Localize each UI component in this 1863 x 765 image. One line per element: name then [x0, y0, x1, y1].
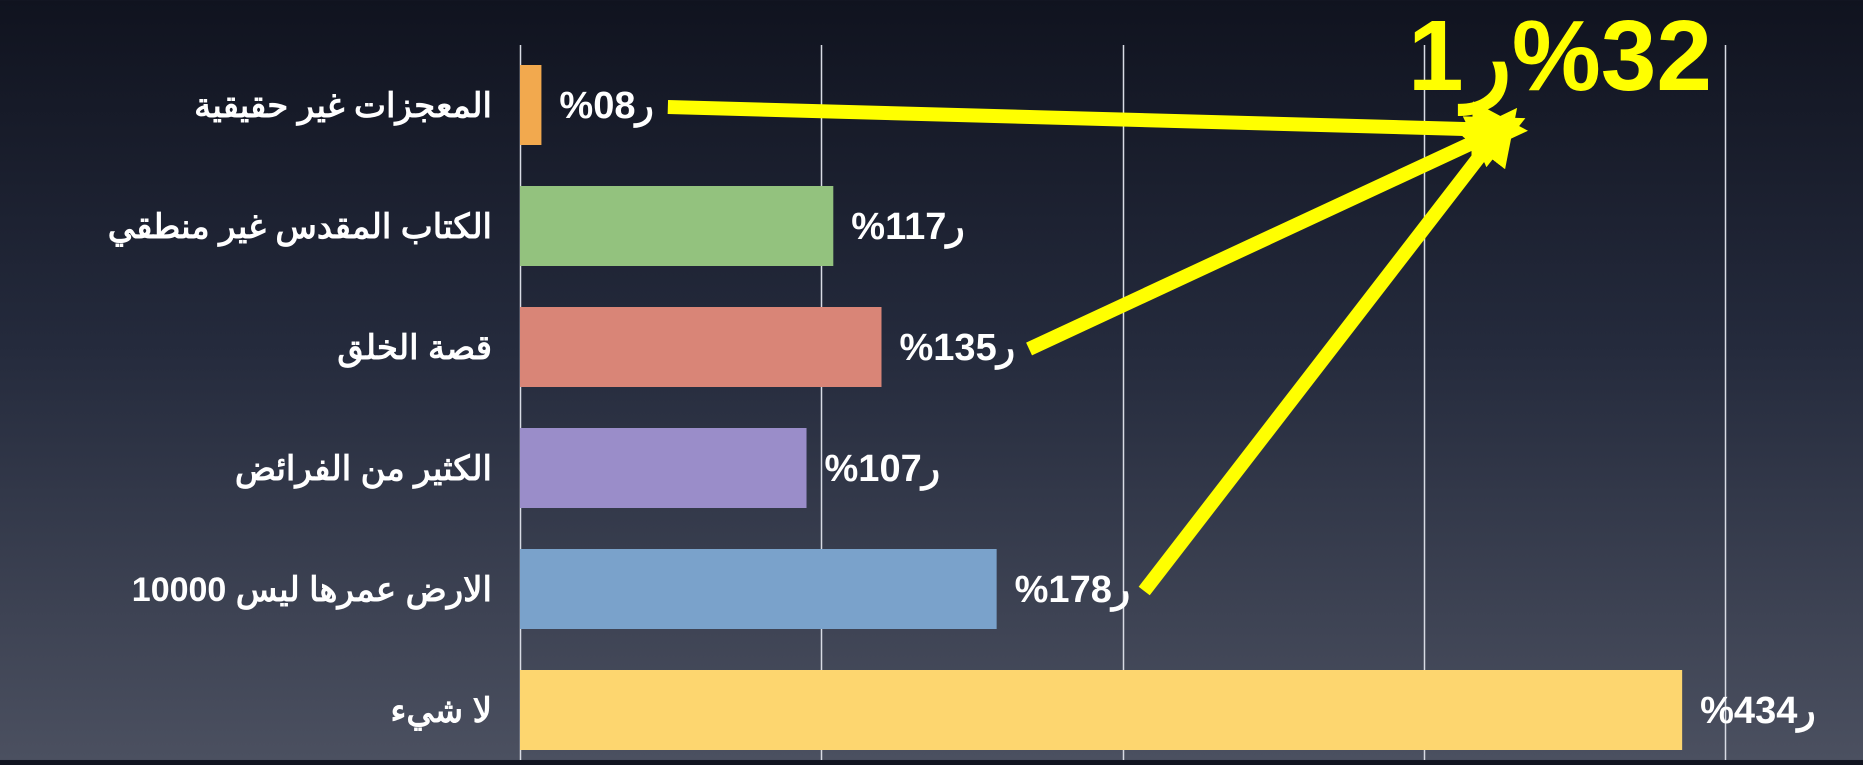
- data-label: %43ر4: [1700, 690, 1816, 733]
- data-label: %10ر7: [825, 448, 941, 491]
- annotation-arrow: [1026, 116, 1526, 356]
- bar: [520, 186, 834, 266]
- annotation-arrow: [1138, 107, 1518, 596]
- bars: [520, 65, 1683, 750]
- bar: [520, 307, 882, 387]
- data-label: %13ر5: [900, 327, 1016, 370]
- annotation-arrows: [667, 100, 1528, 596]
- category-label: الكثير من الفرائض: [235, 450, 492, 489]
- data-label: %11ر7: [851, 206, 964, 249]
- category-label: قصة الخلق: [337, 329, 492, 368]
- bar: [520, 549, 997, 629]
- bar: [520, 428, 807, 508]
- data-label: %17ر8: [1015, 569, 1131, 612]
- data-label: %0ر8: [559, 85, 653, 128]
- annotation-label: %32ر1: [1408, 0, 1712, 116]
- category-label: المعجزات غير حقيقية: [194, 87, 492, 126]
- category-label: الكتاب المقدس غير منطقي: [108, 208, 492, 247]
- bar: [520, 65, 542, 145]
- gridlines: [519, 45, 1727, 760]
- data-labels: %0ر8 %11ر7 %13ر5 %10ر7 %17ر8 %43ر4: [559, 85, 1815, 733]
- category-label: لا شيء: [390, 692, 492, 731]
- annotation-arrow: [667, 100, 1528, 158]
- bar: [520, 670, 1683, 750]
- category-label: الارض عمرها ليس 10000: [132, 571, 492, 610]
- category-labels: المعجزات غير حقيقية الكتاب المقدس غير منط…: [108, 87, 492, 731]
